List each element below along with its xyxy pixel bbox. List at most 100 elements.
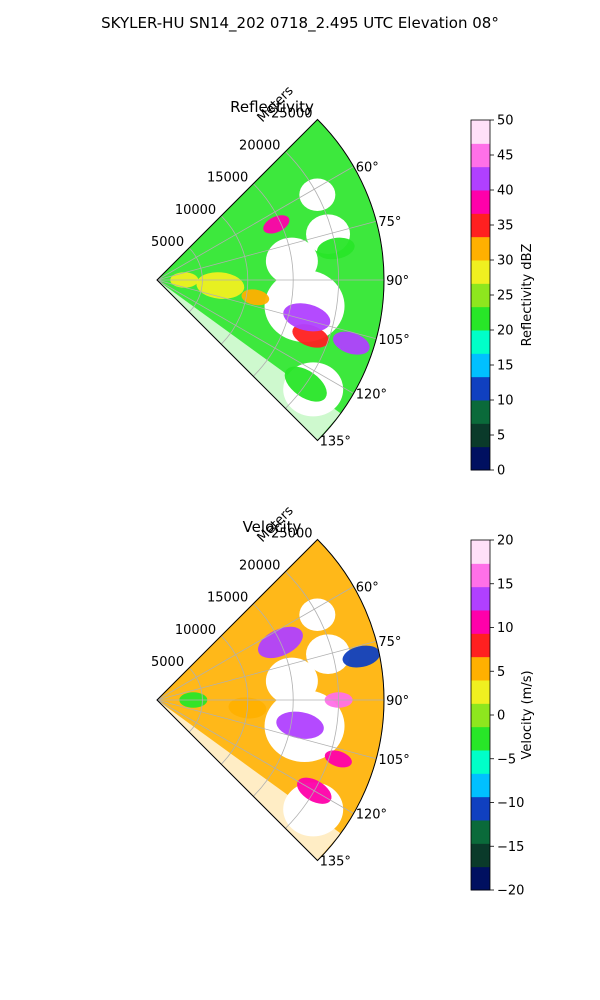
echo-cell (196, 272, 245, 299)
colorbar-segment (471, 376, 490, 401)
colorbar-segment (471, 703, 490, 728)
theta-tick-label: 75° (378, 635, 401, 650)
colorbar-tick-label: 15 (497, 577, 514, 592)
r-tick-label: 20000 (239, 559, 280, 574)
r-tick-label: 10000 (175, 623, 216, 638)
colorbar-segment (471, 353, 490, 378)
r-tick-label: 5000 (151, 235, 184, 250)
colorbar-segment (471, 773, 490, 798)
colorbar-segment (471, 143, 490, 168)
colorbar-segment (471, 540, 490, 564)
panel-title: Reflectivity (230, 98, 314, 116)
colorbar-segment (471, 820, 490, 844)
colorbar-segment (471, 166, 490, 191)
colorbar-tick-label: 30 (497, 254, 514, 269)
echo-fade (157, 700, 341, 861)
colorbar-segment (471, 586, 490, 611)
colorbar-tick-label: 50 (497, 114, 514, 129)
colorbar-tick-label: 25 (497, 289, 514, 304)
sector-outline (156, 538, 385, 862)
colorbar-tick-label: −5 (497, 752, 516, 767)
theta-tick-label: 105° (378, 333, 409, 348)
colorbar-segment (471, 260, 490, 284)
echo-fade (157, 280, 341, 441)
colorbar-tick-label: 20 (497, 324, 514, 339)
theta-tick-label: 60° (356, 160, 379, 175)
r-tick-label: 15000 (207, 591, 248, 606)
colorbar-tick-label: 5 (497, 429, 505, 444)
radial-line (156, 699, 377, 760)
theta-tick-label: 105° (378, 753, 409, 768)
echo-cell (283, 303, 331, 332)
colorbar-segment (471, 236, 490, 261)
colorbar-tick-label: 10 (497, 394, 514, 409)
r-tick-label: 10000 (175, 203, 216, 218)
colorbar-tick-label: 5 (497, 665, 505, 680)
echo-layer (157, 119, 384, 441)
sector-outline (156, 118, 385, 442)
r-tick-label: 20000 (239, 139, 280, 154)
colorbar-segment (471, 283, 490, 308)
radial-line (156, 699, 354, 814)
colorbar-segment (471, 750, 490, 774)
radial-line (156, 166, 354, 281)
radial-line (156, 586, 354, 701)
colorbar-segment (471, 796, 490, 821)
colorbar-tick-label: 10 (497, 621, 514, 636)
theta-tick-label: 75° (378, 215, 401, 230)
colorbar-tick-label: 40 (497, 184, 514, 199)
colorbar-segment (471, 213, 490, 238)
reflectivity-panel: Reflectivity500010000150002000025000Mete… (151, 83, 535, 479)
colorbar-label: Velocity (m/s) (520, 670, 535, 759)
colorbar-segment (471, 726, 490, 751)
colorbar-segment (471, 306, 490, 331)
colorbar-segment (471, 423, 490, 448)
colorbar-segment (471, 330, 490, 354)
colorbar-label: Reflectivity dBZ (520, 244, 535, 347)
echo-cell (241, 289, 270, 306)
colorbar-tick-label: 20 (497, 534, 514, 549)
theta-tick-label: 60° (356, 580, 379, 595)
echo-layer (157, 539, 384, 861)
theta-tick-label: 90° (386, 694, 409, 709)
colorbar-segment (471, 120, 490, 144)
echo-cell (332, 331, 370, 355)
colorbar-tick-label: 45 (497, 149, 514, 164)
colorbar-segment (471, 843, 490, 868)
r-tick-label: 15000 (207, 171, 248, 186)
colorbar-tick-label: 0 (497, 709, 505, 724)
echo-cell (342, 645, 380, 668)
radial-line (156, 220, 377, 281)
theta-tick-label: 90° (386, 274, 409, 289)
theta-tick-label: 120° (356, 388, 387, 403)
colorbar-segment (471, 190, 490, 214)
colorbar-segment (471, 633, 490, 658)
r-tick-label: 5000 (151, 655, 184, 670)
colorbar-segment (471, 400, 490, 424)
echo-cell (276, 711, 324, 739)
theta-tick-label: 135° (320, 855, 351, 870)
colorbar-segment (471, 680, 490, 704)
theta-tick-label: 120° (356, 808, 387, 823)
radial-line (156, 640, 377, 701)
colorbar-tick-label: 35 (497, 219, 514, 234)
radial-line (156, 279, 377, 340)
velocity-panel: Velocity500010000150002000025000Meters60… (151, 503, 535, 899)
figure-title: SKYLER-HU SN14_202 0718_2.495 UTC Elevat… (101, 14, 499, 32)
colorbar-tick-label: 15 (497, 359, 514, 374)
colorbar-tick-label: −20 (497, 884, 524, 899)
colorbar-segment (471, 656, 490, 681)
r-tick-label: 25000 (271, 106, 312, 121)
colorbar-tick-label: −15 (497, 840, 524, 855)
panel-title: Velocity (243, 518, 302, 536)
colorbar-tick-label: 0 (497, 464, 505, 479)
theta-tick-label: 135° (320, 435, 351, 450)
colorbar-tick-label: −10 (497, 796, 524, 811)
r-tick-label: 25000 (271, 526, 312, 541)
colorbar-segment (471, 866, 490, 891)
radial-line (156, 279, 354, 394)
echo-cell (324, 750, 352, 768)
colorbar-segment (471, 563, 490, 588)
colorbar-segment (471, 446, 490, 471)
colorbar-segment (471, 610, 490, 634)
